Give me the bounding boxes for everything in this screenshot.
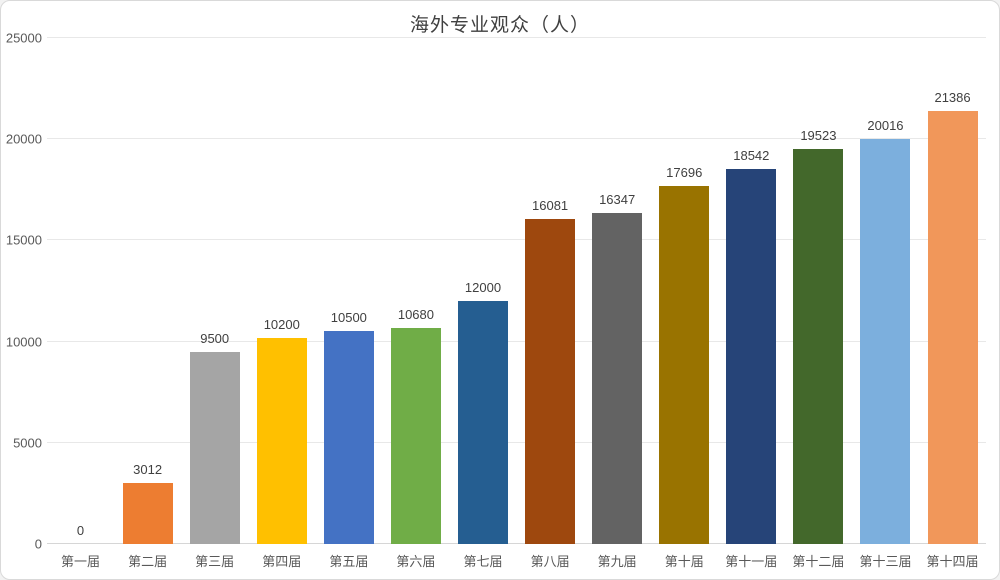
- x-axis-category-label: 第五届: [329, 554, 369, 569]
- bar-value-label: 3012: [133, 462, 163, 478]
- y-axis-tick-label: 0: [34, 536, 42, 552]
- x-axis-category-label: 第三届: [195, 554, 235, 569]
- bar-slot: 10200 第四届: [248, 38, 315, 569]
- gridline: [47, 340, 986, 342]
- bar-slot: 20016 第十三届: [852, 38, 919, 569]
- bar-slot: 0 第一届: [47, 38, 114, 569]
- y-axis-tick-label: 20000: [5, 131, 42, 147]
- x-axis-category-label: 第一届: [61, 554, 101, 569]
- bar-slot: 10500 第五届: [315, 38, 382, 569]
- bar: [927, 111, 978, 544]
- bar: [793, 148, 844, 544]
- plot-area: 0 5000 10000 15000 20000 25000 0 第一届 3012 第二届 950…: [6, 31, 986, 569]
- bar-value-label: 9500: [200, 330, 230, 346]
- bar-slot: 16081 第八届: [517, 38, 584, 569]
- bars-row: 0 第一届 3012 第二届 9500 第三届 10200 第四届 10500 第五届 10680 第…: [47, 38, 986, 569]
- gridline: [47, 138, 986, 140]
- x-axis-category-label: 第十二届: [792, 554, 845, 569]
- bar: [122, 483, 173, 544]
- bar: [525, 218, 576, 544]
- bar: [390, 327, 441, 544]
- bar-value-label: 10500: [330, 310, 367, 326]
- bar-slot: 16347 第九届: [584, 38, 651, 569]
- x-axis-category-label: 第十四届: [926, 554, 979, 569]
- bar-value-label: 19523: [800, 127, 837, 143]
- gridline: [47, 37, 986, 38]
- bar-slot: 10680 第六届: [382, 38, 449, 569]
- x-axis-line: [47, 543, 986, 544]
- bar-value-label: 18542: [733, 147, 770, 163]
- y-axis-tick-label: 25000: [5, 30, 42, 46]
- bar: [189, 351, 240, 544]
- gridline: [47, 441, 986, 443]
- x-axis-category-label: 第七届: [463, 554, 503, 569]
- bar-value-label: 16347: [599, 192, 636, 208]
- bar-slot: 21386 第十四届: [919, 38, 986, 569]
- bar-value-label: 12000: [464, 280, 502, 296]
- x-axis-category-label: 第九届: [597, 554, 637, 569]
- y-axis-tick-label: 5000: [13, 435, 42, 451]
- x-axis-category-label: 第八届: [530, 554, 570, 569]
- bar-value-label: 10200: [263, 316, 300, 332]
- chart-title: 海外专业观众（人）: [409, 15, 590, 36]
- bar-value-label: 0: [76, 523, 85, 538]
- bar-slot: 3012 第二届: [114, 38, 181, 569]
- x-axis-category-label: 第十届: [664, 554, 704, 569]
- bar-value-label: 10680: [397, 306, 434, 322]
- bar-value-label: 17696: [666, 164, 703, 180]
- bar: [860, 138, 911, 544]
- bar-value-label: 16081: [532, 197, 569, 213]
- bar: [659, 185, 710, 544]
- bar: [592, 213, 643, 544]
- x-axis-category-label: 第十一届: [725, 554, 778, 569]
- bar-slot: 19523 第十二届: [785, 38, 852, 569]
- x-axis-category-label: 第四届: [262, 554, 302, 569]
- bar-slot: 17696 第十届: [651, 38, 718, 569]
- bar-value-label: 20016: [867, 117, 904, 133]
- bar: [726, 168, 777, 544]
- bar-slot: 18542 第十一届: [718, 38, 785, 569]
- x-axis-category-label: 第六届: [396, 554, 436, 569]
- gridline: [47, 239, 986, 241]
- bar: [323, 331, 374, 544]
- x-axis-category-label: 第十三届: [859, 554, 912, 569]
- bar-slot: 12000 第七届: [449, 38, 516, 569]
- x-axis-category-label: 第二届: [128, 554, 168, 569]
- bar: [256, 337, 307, 544]
- y-axis-tick-label: 15000: [5, 232, 42, 248]
- y-axis-tick-label: 10000: [5, 334, 42, 350]
- bar-value-label: 21386: [934, 90, 971, 106]
- bar-slot: 9500 第三届: [181, 38, 248, 569]
- bar: [458, 301, 508, 544]
